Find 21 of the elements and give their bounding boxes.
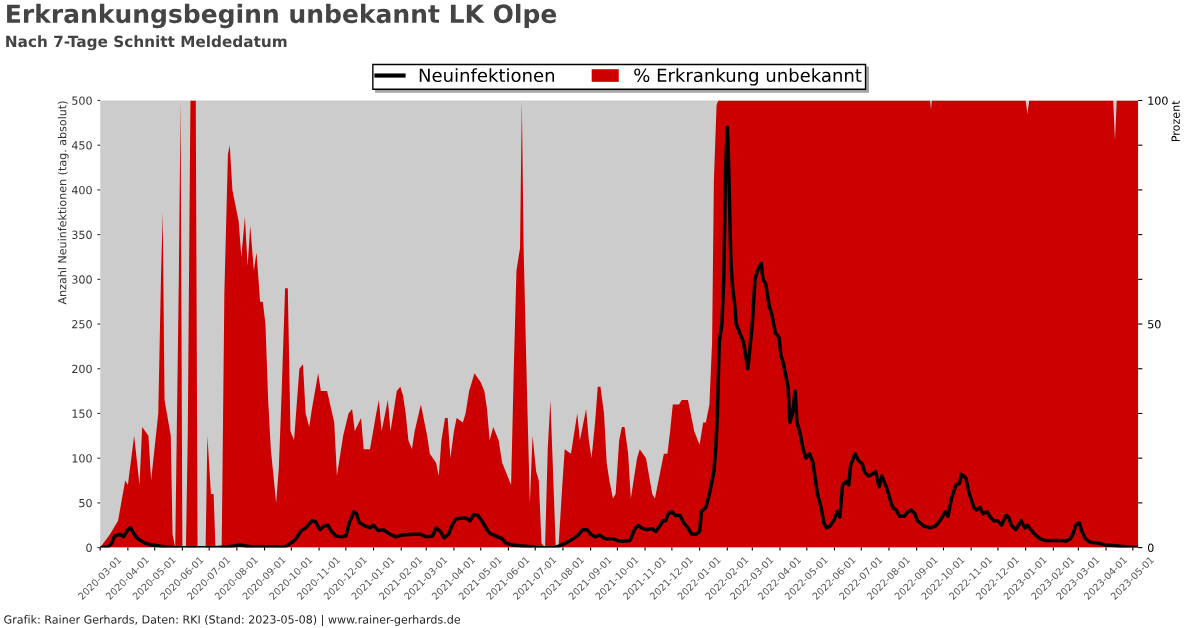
y2-axis-title: Prozent (1171, 100, 1180, 142)
y2-tick-label: 50 (1148, 320, 1161, 329)
y-tick-label: 300 (72, 275, 92, 284)
y-tick-label: 200 (72, 364, 92, 374)
y2-tick-label: 100 (1148, 96, 1168, 105)
legend-label: Neuinfektionen (419, 68, 555, 83)
y-axis-title: Anzahl Neuinfektionen (tag. absolut) (57, 101, 69, 305)
y-tick-label: 450 (71, 141, 92, 150)
y-tick-label: 150 (72, 409, 92, 418)
y-tick-label: 500 (72, 96, 92, 105)
y2-tick-label: 0 (1147, 543, 1154, 552)
y-tick-label: 250 (72, 320, 92, 329)
y-tick-label: 50 (79, 498, 92, 508)
text: Grafik: Rainer Gerhards, Daten: RKI (Stand: 2023-05-08) | www.rainer-gerhards.de (4, 615, 461, 627)
chart-title: Erkrankungsbeginn unbekannt LK Olpe (7, 3, 557, 29)
y-tick-label: 0 (86, 543, 92, 552)
chart-subtitle: Nach 7-Tage Schnitt Meldedatum (6, 35, 287, 51)
y-tick-label: 350 (72, 230, 92, 239)
legend-label: % Erkrankung unbekannt (634, 68, 862, 86)
y-tick-label: 400 (71, 185, 92, 195)
y-tick-label: 100 (72, 454, 92, 463)
